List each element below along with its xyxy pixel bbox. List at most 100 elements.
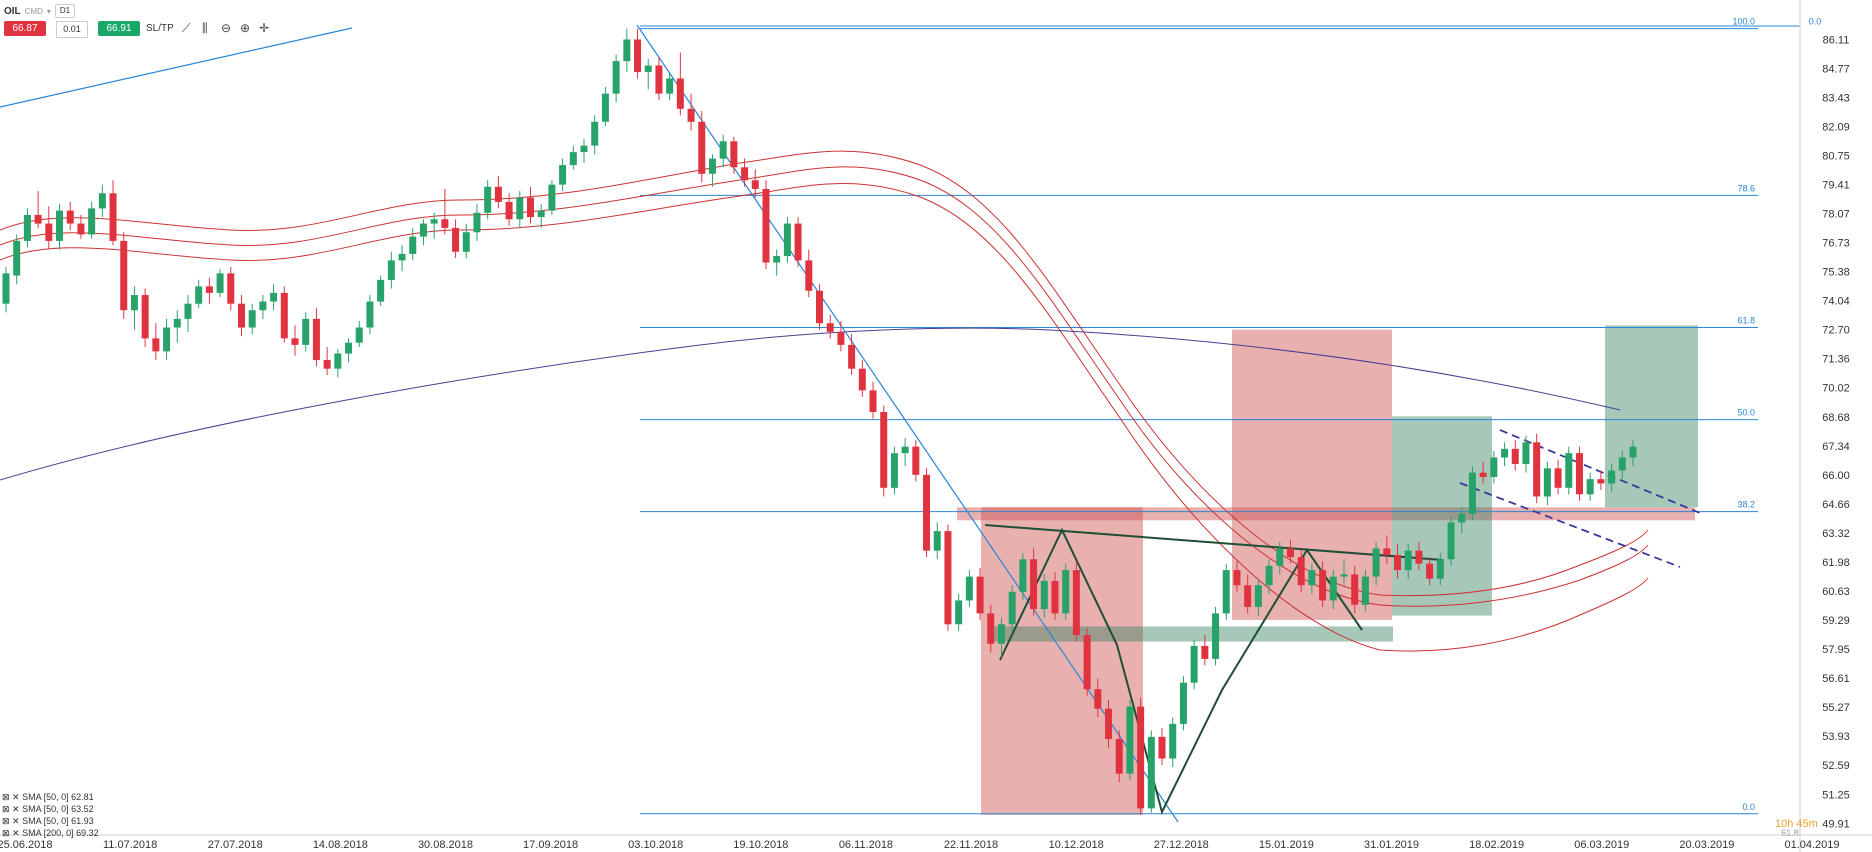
- candle-body: [1447, 522, 1455, 560]
- candle-body: [1030, 559, 1038, 610]
- y-tick-label: 70.02: [1822, 383, 1850, 395]
- candle-timer: 10h 45m: [1775, 818, 1818, 830]
- indicator-legend-item[interactable]: ⊠ ✕ SMA [50, 0] 61.93: [2, 816, 94, 826]
- y-tick-label: 80.75: [1822, 150, 1850, 162]
- zoom-in-icon[interactable]: ⊕: [240, 21, 251, 35]
- close-icon[interactable]: ⊠ ✕: [2, 804, 23, 814]
- x-tick-label: 22.11.2018: [944, 839, 998, 851]
- candle-body: [1019, 559, 1027, 592]
- close-icon[interactable]: ⊠ ✕: [2, 828, 23, 838]
- candle-body: [1533, 442, 1541, 497]
- candle-body: [751, 180, 759, 189]
- candle-body: [334, 353, 342, 369]
- y-tick-label: 72.70: [1822, 325, 1850, 337]
- candle-body: [569, 152, 577, 166]
- y-tick-label: 64.66: [1822, 499, 1850, 511]
- y-tick-label: 74.04: [1822, 296, 1850, 308]
- symbol-name: OIL: [4, 5, 21, 17]
- candle-body: [580, 145, 588, 153]
- candle-body: [323, 360, 331, 369]
- candle-body: [120, 240, 128, 311]
- x-tick-label: 31.01.2019: [1364, 839, 1419, 851]
- y-tick-label: 61.98: [1822, 557, 1850, 569]
- timeframe-select[interactable]: D1: [54, 4, 76, 18]
- candle-body: [345, 342, 353, 354]
- candle-body: [1297, 557, 1305, 586]
- channel-line: [1499, 429, 1701, 514]
- candle-body: [987, 613, 995, 644]
- fib-level-label: 100.0: [1732, 17, 1755, 27]
- buy-button[interactable]: 66.91: [98, 21, 140, 36]
- candle-body: [623, 39, 631, 62]
- zone-rect: [1605, 325, 1698, 508]
- x-tick-label: 11.07.2018: [103, 839, 157, 851]
- candle-body: [1308, 570, 1316, 586]
- candle-body: [1158, 736, 1166, 759]
- y-tick-label: 86.11: [1823, 34, 1850, 46]
- candle-body: [1629, 446, 1637, 458]
- candle-body: [1094, 689, 1102, 709]
- candle-body: [259, 301, 267, 311]
- candle-body: [944, 531, 952, 625]
- x-tick-label: 01.04.2019: [1784, 839, 1839, 851]
- candle-body: [1522, 442, 1530, 464]
- y-tick-label: 84.77: [1822, 63, 1850, 75]
- indicator-legend-item[interactable]: ⊠ ✕ SMA [200, 0] 69.32: [2, 828, 99, 838]
- candle-body: [109, 193, 117, 241]
- y-tick-label: 68.68: [1822, 412, 1850, 424]
- sltp-button[interactable]: SL/TP: [146, 23, 174, 34]
- x-tick-label: 19.10.2018: [733, 839, 788, 851]
- candle-body: [741, 167, 749, 181]
- candle-body: [1468, 472, 1476, 514]
- crosshair-icon[interactable]: ✛: [259, 21, 270, 35]
- candle-body: [1083, 635, 1091, 690]
- indicator-legend-item[interactable]: ⊠ ✕ SMA [50, 0] 62.81: [2, 792, 94, 802]
- candle-body: [66, 210, 74, 224]
- x-tick-label: 25.06.2018: [0, 839, 53, 851]
- indicator-legend-item[interactable]: ⊠ ✕ SMA [50, 0] 63.52: [2, 804, 94, 814]
- candle-body: [1072, 570, 1080, 636]
- candle-body: [13, 240, 21, 276]
- candle-body: [1222, 570, 1230, 614]
- candle-body: [1244, 585, 1252, 607]
- candle-body: [1051, 580, 1059, 614]
- y-tick-label: 71.36: [1822, 354, 1850, 366]
- zoom-out-icon[interactable]: ⊖: [221, 21, 232, 35]
- candle-body: [676, 78, 684, 109]
- candle-body: [923, 474, 931, 551]
- trendline: [0, 27, 353, 108]
- spread-display: 0.01: [56, 21, 88, 38]
- close-icon[interactable]: ⊠ ✕: [2, 816, 23, 826]
- candle-body: [1319, 570, 1327, 601]
- close-icon[interactable]: ⊠ ✕: [2, 792, 23, 802]
- chevron-down-icon[interactable]: ▾: [46, 6, 51, 16]
- candle-body: [1040, 580, 1048, 610]
- candle-body: [163, 327, 171, 352]
- candle-body: [762, 188, 770, 263]
- y-tick-label: 79.41: [1822, 179, 1850, 191]
- candle-body: [783, 223, 791, 257]
- bars-icon[interactable]: ⫼: [202, 21, 208, 35]
- candle-body: [516, 197, 524, 220]
- candle-body: [237, 303, 245, 328]
- candle-body: [1351, 574, 1359, 605]
- candle-body: [34, 214, 42, 224]
- y-tick-label: 59.29: [1822, 615, 1850, 627]
- candle-body: [484, 186, 492, 213]
- candle-body: [837, 331, 845, 345]
- candle-body: [77, 223, 85, 235]
- candle-body: [1618, 457, 1626, 471]
- y-tick-label: 67.34: [1822, 441, 1850, 453]
- candle-body: [955, 600, 963, 625]
- fib-level-label: 0.0: [1809, 17, 1822, 27]
- sma-line: [0, 166, 1649, 607]
- y-tick-label: 75.38: [1822, 267, 1850, 279]
- trend-icon[interactable]: ⟋: [182, 21, 191, 35]
- y-tick-label: 55.27: [1822, 702, 1850, 714]
- sell-button[interactable]: 66.87: [4, 21, 46, 36]
- candle-body: [1233, 570, 1241, 586]
- candle-body: [526, 197, 534, 218]
- x-tick-label: 06.11.2018: [839, 839, 893, 851]
- candle-body: [933, 531, 941, 551]
